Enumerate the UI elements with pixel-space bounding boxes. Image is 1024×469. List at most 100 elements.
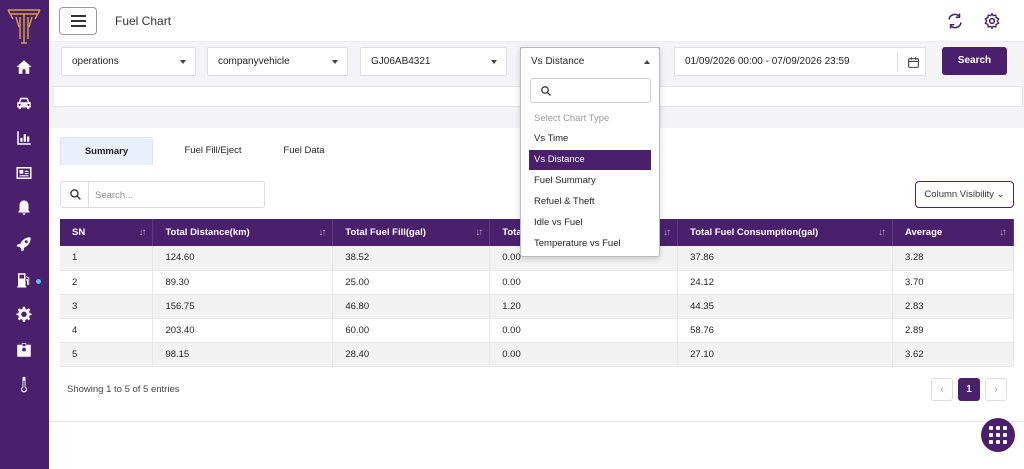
sort-icon: ↓↑ [999, 227, 1007, 238]
divider [88, 182, 89, 207]
search-icon [541, 86, 551, 96]
cell-total-fuel-fill: 46.80 [332, 294, 491, 319]
nav-fuel[interactable] [11, 268, 37, 292]
nav-trips[interactable] [11, 232, 37, 256]
sort-icon: ↓↑ [663, 227, 671, 238]
nav-alerts[interactable] [11, 196, 37, 220]
nav-temperature[interactable] [11, 373, 37, 397]
operation-select[interactable]: operations [61, 47, 196, 76]
id-card-icon [16, 167, 32, 179]
cell-total-fuel-fill: 60.00 [332, 318, 491, 343]
cell-total-fuel-consumption: 58.76 [677, 318, 894, 343]
sort-icon: ↓↑ [318, 227, 326, 238]
tab-summary[interactable]: Summary [60, 137, 153, 165]
col-header-label: Average [905, 227, 943, 238]
home-icon [16, 60, 32, 74]
nav-settings[interactable] [11, 303, 37, 327]
search-button[interactable]: Search [942, 47, 1007, 75]
date-range-input[interactable]: 01/09/2026 00:00 - 07/09/2026 23:59 [674, 47, 926, 76]
cell-sn: 3 [60, 294, 154, 319]
dropdown-option-vs-distance[interactable]: Vs Distance [529, 150, 651, 170]
table-row: 2 89.30 25.00 0.00 24.12 3.70 [60, 270, 1014, 295]
dropdown-option-fuel-summary[interactable]: Fuel Summary [534, 175, 596, 186]
table-row: 3 156.75 46.80 1.20 44.35 2.83 [60, 294, 1014, 319]
sort-icon: ↓↑ [138, 227, 146, 238]
cell-total-fuel-fill: 28.40 [332, 342, 491, 367]
dropdown-option-refuel-theft[interactable]: Refuel & Theft [534, 196, 595, 207]
badge-icon [17, 343, 31, 357]
grid-icon [989, 426, 993, 430]
page-1-button[interactable]: 1 [958, 378, 980, 401]
grid-dot [996, 440, 1000, 444]
cell-sn: 5 [60, 342, 154, 367]
cell-total-distance: 156.75 [152, 294, 334, 319]
cell-average: 2.89 [892, 318, 1014, 343]
caret-up-icon [644, 60, 650, 64]
cell-total-distance: 203.40 [152, 318, 334, 343]
grid-dot [996, 433, 1000, 437]
table-search-input[interactable] [95, 187, 255, 203]
settings-icon[interactable] [983, 12, 1001, 30]
dropdown-option-temperature-vs-fuel[interactable]: Temperature vs Fuel [534, 238, 621, 249]
bell-icon [18, 200, 30, 215]
cell-total-fuel-consumption: 37.86 [677, 246, 894, 271]
vehicle-type-select[interactable]: companyvehicle [207, 47, 348, 76]
nav-badge[interactable] [11, 338, 37, 362]
caret-down-icon [332, 60, 338, 64]
column-visibility-label: Column Visibility [924, 189, 994, 200]
menu-toggle-button[interactable] [59, 7, 97, 35]
column-visibility-button[interactable]: Column Visibility ⌄ [915, 181, 1014, 208]
dropdown-option-idle-vs-fuel[interactable]: Idle vs Fuel [534, 217, 583, 228]
chevron-down-icon: ⌄ [996, 189, 1005, 200]
cell-sn: 2 [60, 270, 154, 295]
hamburger-line [70, 20, 86, 22]
col-header-label: Total Distance(km) [165, 227, 250, 238]
calendar-button[interactable] [897, 52, 929, 72]
col-header-total-distance[interactable]: Total Distance(km) ↓↑ [152, 219, 334, 246]
cell-total-fuel-eject: 0.00 [489, 318, 679, 343]
cell-average: 3.28 [892, 246, 1014, 271]
thermometer-icon [21, 376, 27, 393]
vehicle-select[interactable]: GJ06AB4321 [360, 47, 507, 76]
chart-type-dropdown: Vs Distance Select Chart Type Vs Time Vs… [520, 47, 660, 257]
col-header-total-fuel-fill[interactable]: Total Fuel Fill(gal) ↓↑ [332, 219, 491, 246]
cell-sn: 1 [60, 246, 154, 271]
page-title: Fuel Chart [115, 14, 172, 28]
prev-page-button[interactable]: ‹ [931, 378, 953, 401]
footer-divider [49, 421, 1024, 422]
nav-vehicles[interactable] [11, 91, 37, 115]
table-row: 4 203.40 60.00 0.00 58.76 2.89 [60, 318, 1014, 343]
table-search [60, 181, 265, 208]
next-page-button[interactable]: › [985, 378, 1007, 401]
sort-icon: ↓↑ [475, 227, 483, 238]
table-row: 5 98.15 28.40 0.00 27.10 3.62 [60, 342, 1014, 367]
cell-total-distance: 98.15 [152, 342, 334, 367]
col-header-average[interactable]: Average ↓↑ [892, 219, 1014, 246]
col-header-total-fuel-consumption[interactable]: Total Fuel Consumption(gal) ↓↑ [677, 219, 894, 246]
table-row: 1 124.60 38.52 0.00 37.86 3.28 [60, 246, 1014, 271]
cell-total-fuel-fill: 25.00 [332, 270, 491, 295]
fuel-pump-icon [17, 273, 30, 288]
app-grid-button[interactable] [981, 418, 1015, 452]
tab-fuel-data[interactable]: Fuel Data [283, 145, 325, 156]
dropdown-option-vs-time[interactable]: Vs Time [534, 133, 569, 144]
col-header-sn[interactable]: SN ↓↑ [60, 219, 154, 246]
cell-total-fuel-consumption: 27.10 [677, 342, 894, 367]
nav-home[interactable] [11, 55, 37, 79]
dropdown-selected-label: Vs Distance [531, 56, 585, 67]
cell-average: 3.62 [892, 342, 1014, 367]
dropdown-selected[interactable]: Vs Distance [521, 48, 659, 76]
sidebar [0, 0, 49, 469]
cell-average: 3.70 [892, 270, 1014, 295]
refresh-icon[interactable] [946, 12, 964, 30]
date-range-value: 01/09/2026 00:00 - 07/09/2026 23:59 [685, 56, 850, 67]
caret-down-icon [491, 60, 497, 64]
tab-fuel-fill-eject[interactable]: Fuel Fill/Eject [184, 145, 242, 156]
dropdown-search-input[interactable] [530, 78, 651, 103]
bar-chart-icon [17, 131, 31, 145]
nav-drivers[interactable] [11, 161, 37, 185]
header: Fuel Chart [49, 0, 1024, 42]
grid-dot [1003, 440, 1007, 444]
gear-icon [16, 306, 32, 322]
nav-reports[interactable] [11, 126, 37, 150]
